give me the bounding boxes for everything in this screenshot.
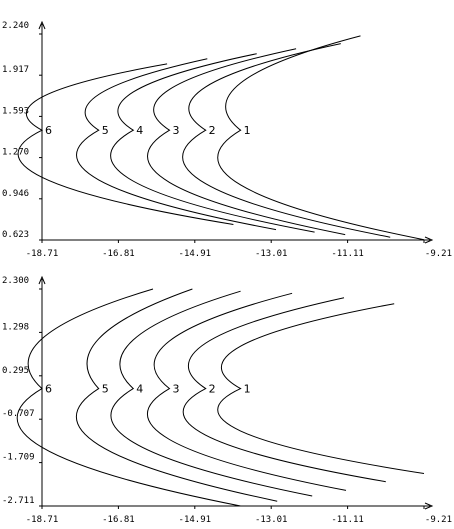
series-label-2: 2 bbox=[209, 383, 216, 396]
series-label-5: 5 bbox=[102, 124, 109, 137]
y-tick-label: -1.709 bbox=[2, 453, 35, 463]
y-tick-label: 2.240 bbox=[2, 21, 29, 31]
y-tick-label: 1.593 bbox=[2, 106, 29, 116]
series-label-2: 2 bbox=[209, 124, 216, 137]
series-label-3: 3 bbox=[172, 124, 179, 137]
series-label-1: 1 bbox=[244, 383, 251, 396]
x-tick-label: -11.11 bbox=[331, 249, 364, 259]
series-label-3: 3 bbox=[172, 383, 179, 396]
series-label-6: 6 bbox=[45, 383, 52, 396]
y-axis-arrow-icon bbox=[38, 20, 46, 30]
y-axis-arrow-icon bbox=[38, 275, 46, 285]
series-curve-4 bbox=[110, 53, 315, 233]
x-tick-label: -9.21 bbox=[425, 249, 452, 259]
series-label-1: 1 bbox=[244, 124, 251, 137]
y-tick-label: -0.707 bbox=[2, 409, 35, 419]
series-label-4: 4 bbox=[136, 383, 143, 396]
x-tick-label: -13.01 bbox=[255, 249, 288, 259]
x-tick-label: -14.91 bbox=[179, 249, 212, 259]
series-curve-3 bbox=[147, 48, 346, 236]
x-tick-label: -16.81 bbox=[102, 515, 135, 525]
series-label-4: 4 bbox=[136, 124, 143, 137]
series-curve-5 bbox=[76, 288, 278, 502]
y-tick-label: -2.711 bbox=[2, 496, 35, 506]
series-curve-1 bbox=[217, 303, 425, 474]
x-tick-label: -18.71 bbox=[26, 515, 59, 525]
y-tick-label: 0.946 bbox=[2, 189, 29, 199]
y-tick-label: 0.623 bbox=[2, 230, 29, 240]
series-curve-1 bbox=[217, 35, 425, 241]
x-axis-arrow-icon bbox=[424, 236, 434, 244]
chart-panel-2: -2.711 -1.709 -0.707 0.295 1.298 2.300 -18.71 -… bbox=[2, 275, 452, 525]
series-curve-6 bbox=[16, 288, 241, 507]
series-curve-3 bbox=[147, 292, 347, 491]
x-axis-arrow-icon bbox=[424, 502, 434, 510]
y-tick-label: 2.300 bbox=[2, 276, 29, 286]
x-tick-label: -11.11 bbox=[331, 515, 364, 525]
series-curve-5 bbox=[76, 58, 277, 231]
series-curve-2 bbox=[182, 43, 391, 238]
series-curve-6 bbox=[17, 63, 234, 225]
x-tick-label: -18.71 bbox=[26, 249, 59, 259]
series-curve-4 bbox=[110, 290, 313, 497]
y-tick-label: 1.270 bbox=[2, 148, 29, 158]
x-tick-label: -14.91 bbox=[179, 515, 212, 525]
x-tick-label: -13.01 bbox=[255, 515, 288, 525]
y-tick-label: 0.295 bbox=[2, 366, 29, 376]
series-label-5: 5 bbox=[102, 383, 109, 396]
series-curve-2 bbox=[182, 297, 386, 483]
series-label-6: 6 bbox=[45, 124, 52, 137]
x-tick-label: -16.81 bbox=[102, 249, 135, 259]
x-tick-label: -9.21 bbox=[425, 515, 452, 525]
chart-panel-1: 0.623 0.946 1.270 1.593 1.917 2.240 -18.71 -16.… bbox=[2, 20, 452, 259]
y-tick-label: 1.917 bbox=[2, 65, 29, 75]
y-tick-label: 1.298 bbox=[2, 322, 29, 332]
